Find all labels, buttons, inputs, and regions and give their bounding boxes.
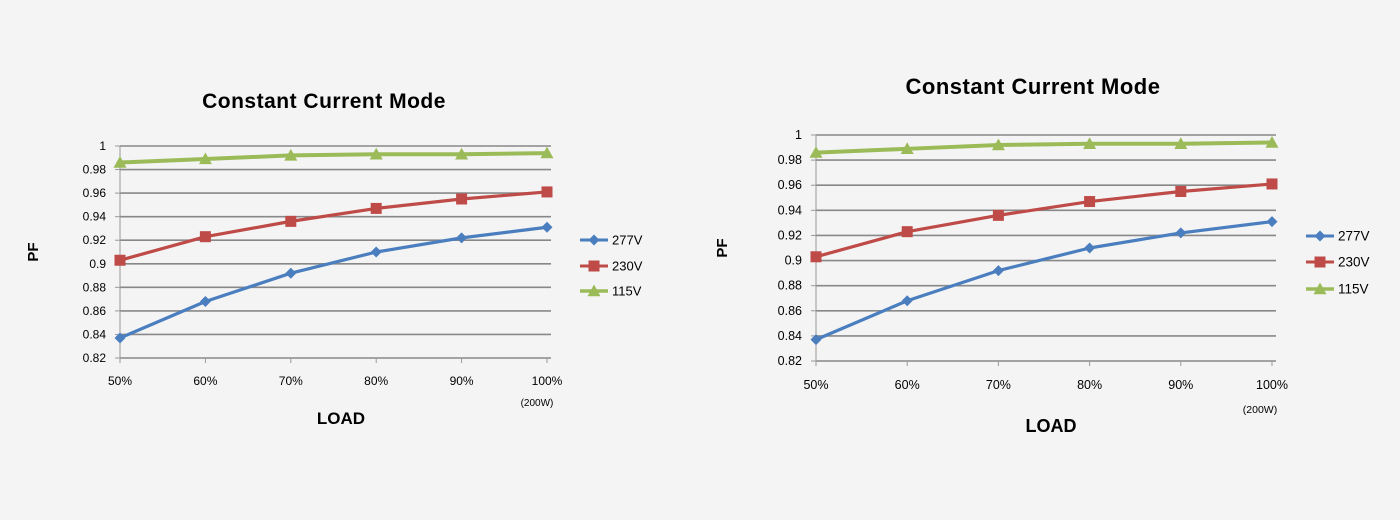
- data-point-115V: [113, 155, 127, 168]
- data-point-277V: [541, 221, 553, 233]
- data-point-277V: [1084, 242, 1096, 254]
- x-axis-note: (200W): [1243, 404, 1277, 416]
- series-line-115V: [119, 151, 548, 165]
- x-tick-label: 70%: [986, 378, 1011, 392]
- x-tick-label: 90%: [1168, 378, 1193, 392]
- y-tick-label: 0.96: [83, 186, 107, 200]
- y-tick-label: 0.86: [83, 304, 107, 318]
- y-axis-title: PF: [25, 242, 42, 261]
- data-point-115V: [1174, 137, 1188, 149]
- y-tick-label: 0.84: [778, 329, 802, 343]
- x-tick-label: 80%: [364, 374, 388, 388]
- data-point-115V: [1083, 137, 1097, 149]
- data-point-277V: [199, 295, 211, 307]
- x-tick-label: 100%: [1256, 378, 1288, 392]
- x-axis-note: (200W): [521, 398, 554, 409]
- data-point-115V: [540, 146, 554, 159]
- legend-marker-115V: [587, 284, 601, 297]
- y-tick-label: 0.92: [83, 233, 107, 247]
- x-tick-label: 90%: [450, 374, 474, 388]
- y-tick-label: 0.86: [778, 304, 802, 318]
- data-point-230V: [456, 193, 468, 205]
- x-tick-label: 100%: [532, 374, 563, 388]
- data-point-277V: [1175, 227, 1187, 239]
- data-point-277V: [370, 246, 382, 258]
- legend-marker-230V: [588, 260, 600, 272]
- legend-marker-115V: [1313, 282, 1327, 295]
- chart-2: Constant Current Mode 0.82 0.84 0.86 0.88 0.9…: [714, 74, 1370, 436]
- data-point-230V: [199, 231, 211, 243]
- legend-label-115V: 115V: [612, 284, 642, 299]
- legend-marker-230V: [1314, 256, 1326, 268]
- y-tick-label: 0.96: [778, 178, 802, 192]
- legend-marker-277V: [1314, 230, 1326, 242]
- x-tick-label: 50%: [108, 374, 132, 388]
- data-point-230V: [1175, 186, 1187, 197]
- data-point-115V: [809, 146, 823, 158]
- y-tick-label: 0.94: [778, 203, 802, 217]
- legend-label-115V: 115V: [1338, 282, 1369, 297]
- data-point-230V: [1084, 196, 1096, 208]
- data-point-277V: [810, 334, 822, 346]
- data-point-115V: [991, 138, 1005, 151]
- series-line-277V: [119, 225, 548, 340]
- chart-1: Constant Current Mode 0.82 0.84 0.86 0.88 0.9…: [25, 90, 643, 428]
- data-point-230V: [1266, 178, 1278, 190]
- y-tick-label: 0.9: [785, 254, 802, 268]
- y-tick-label: 1: [99, 139, 106, 153]
- x-axis-title: LOAD: [317, 409, 365, 428]
- y-tick-label: 0.98: [778, 153, 802, 167]
- y-tick-label: 0.82: [778, 354, 802, 368]
- x-tick-label: 60%: [895, 378, 920, 392]
- legend-label-277V: 277V: [612, 233, 643, 248]
- data-point-115V: [369, 147, 383, 160]
- data-point-230V: [370, 202, 382, 214]
- series-line-115V: [815, 140, 1273, 155]
- y-tick-label: 0.98: [83, 163, 107, 177]
- data-point-277V: [1266, 216, 1278, 228]
- x-tick-label: 80%: [1077, 378, 1102, 392]
- y-tick-label: 0.92: [778, 228, 802, 242]
- data-point-115V: [1265, 136, 1279, 148]
- x-axis-title: LOAD: [1026, 416, 1077, 436]
- data-point-115V: [198, 152, 212, 165]
- y-tick-label: 0.94: [83, 210, 107, 224]
- legend-marker-277V: [588, 234, 600, 246]
- y-tick-label: 1: [795, 128, 802, 142]
- series-line-230V: [119, 190, 548, 262]
- series-line-230V: [815, 182, 1273, 259]
- data-point-230V: [901, 226, 913, 238]
- data-point-277V: [901, 295, 913, 307]
- chart-title: Constant Current Mode: [202, 90, 446, 113]
- data-point-230V: [285, 215, 297, 227]
- x-tick-label: 50%: [803, 378, 828, 392]
- x-tick-label: 70%: [279, 374, 303, 388]
- y-tick-label: 0.88: [83, 280, 107, 294]
- data-point-277V: [456, 232, 468, 244]
- legend-label-277V: 277V: [1338, 229, 1370, 244]
- x-tick-label: 60%: [193, 374, 217, 388]
- legend-label-230V: 230V: [612, 259, 643, 274]
- data-point-277V: [114, 332, 126, 344]
- data-point-230V: [541, 186, 553, 198]
- data-point-230V: [810, 251, 822, 263]
- data-point-115V: [455, 147, 469, 160]
- data-point-230V: [114, 254, 126, 266]
- data-point-115V: [900, 142, 914, 155]
- series-line-277V: [815, 220, 1273, 342]
- legend-label-230V: 230V: [1338, 255, 1370, 270]
- y-tick-label: 0.82: [83, 351, 107, 365]
- data-point-277V: [285, 267, 297, 279]
- y-axis-title: PF: [714, 238, 731, 257]
- y-tick-label: 0.88: [778, 279, 802, 293]
- y-tick-label: 0.84: [83, 327, 107, 341]
- data-point-277V: [992, 265, 1004, 277]
- y-tick-label: 0.9: [89, 257, 106, 271]
- data-point-115V: [284, 148, 298, 161]
- chart-title: Constant Current Mode: [906, 74, 1161, 99]
- data-point-230V: [992, 209, 1004, 221]
